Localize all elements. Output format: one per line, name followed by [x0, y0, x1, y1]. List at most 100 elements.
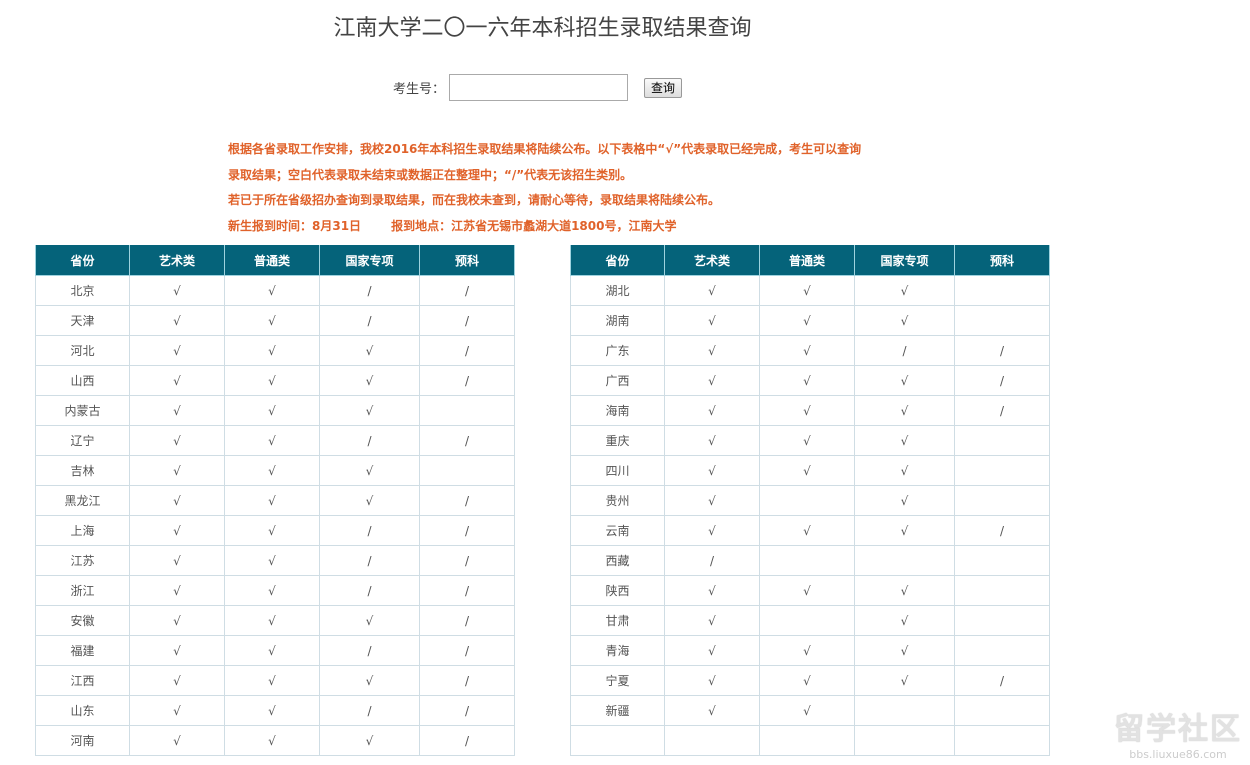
report-time: 新生报到时间：8月31日 [228, 218, 362, 233]
column-header: 国家专项 [319, 245, 420, 276]
province-cell [570, 725, 665, 756]
province-cell: 湖南 [570, 305, 665, 336]
status-cell: √ [319, 665, 420, 696]
status-cell: √ [129, 365, 225, 396]
status-cell: √ [129, 575, 225, 606]
status-cell: √ [224, 545, 320, 576]
status-cell: √ [759, 365, 855, 396]
watermark-logo: 留学社区 bbs.liuxue86.com [1114, 704, 1242, 761]
status-cell: √ [759, 305, 855, 336]
status-cell: √ [664, 335, 760, 366]
status-cell [954, 725, 1050, 756]
notice-line-2: 若已于所在省级招办查询到录取结果，而在我校未查到，请耐心等待，录取结果将陆续公布… [228, 193, 721, 207]
status-cell: √ [664, 635, 760, 666]
status-cell: / [954, 335, 1050, 366]
status-cell: / [319, 275, 420, 306]
status-cell: √ [129, 485, 225, 516]
table-row: 云南 √ √ √ / [570, 515, 1050, 546]
status-cell: / [419, 575, 515, 606]
status-cell: √ [224, 275, 320, 306]
table-row: 陕西 √ √ √ [570, 575, 1050, 606]
status-cell [954, 605, 1050, 636]
table-row: 内蒙古 √ √ √ [35, 395, 515, 426]
status-cell [419, 455, 515, 486]
status-cell: √ [224, 485, 320, 516]
status-cell [419, 395, 515, 426]
notice-line-3: 新生报到时间：8月31日 报到地点：江苏省无锡市蠡湖大道1800号，江南大学 [228, 214, 868, 240]
province-cell: 天津 [35, 305, 130, 336]
province-cell: 山西 [35, 365, 130, 396]
query-button[interactable]: 查询 [644, 77, 683, 98]
status-cell: / [319, 695, 420, 726]
status-cell [759, 485, 855, 516]
status-cell: / [419, 635, 515, 666]
table-row: 黑龙江 √ √ √ / [35, 485, 515, 516]
province-cell: 江西 [35, 665, 130, 696]
table-row: 甘肃 √ √ [570, 605, 1050, 636]
table-body: 湖北 √ √ √ 湖南 √ √ √ 广东 √ √ / / 广西 √ √ √ / 海南 √ √ √ / 重庆 √ √ √ 四川 √ √ √ 贵州… [570, 275, 1050, 756]
status-cell [664, 725, 760, 756]
province-cell: 青海 [570, 635, 665, 666]
exam-number-input[interactable] [449, 74, 629, 101]
column-header: 普通类 [759, 245, 855, 276]
status-cell: √ [319, 485, 420, 516]
status-cell: √ [664, 425, 760, 456]
status-cell: √ [854, 395, 955, 426]
status-cell: / [419, 425, 515, 456]
status-cell: √ [129, 425, 225, 456]
status-cell [954, 455, 1050, 486]
table-row: 河北 √ √ √ / [35, 335, 515, 366]
status-cell: √ [224, 695, 320, 726]
status-cell: √ [664, 605, 760, 636]
status-cell [759, 605, 855, 636]
watermark-url: bbs.liuxue86.com [1129, 748, 1227, 761]
status-cell: √ [664, 395, 760, 426]
status-cell: √ [224, 335, 320, 366]
status-cell: √ [664, 365, 760, 396]
table-row: 广东 √ √ / / [570, 335, 1050, 366]
status-cell: √ [664, 665, 760, 696]
status-cell [954, 425, 1050, 456]
status-cell: √ [319, 365, 420, 396]
province-cell: 海南 [570, 395, 665, 426]
status-cell: / [854, 335, 955, 366]
province-cell: 云南 [570, 515, 665, 546]
column-header: 省份 [570, 245, 665, 276]
status-cell: √ [664, 575, 760, 606]
status-cell: / [419, 515, 515, 546]
table-row: 新疆 √ √ [570, 695, 1050, 726]
province-cell: 湖北 [570, 275, 665, 306]
status-cell [954, 575, 1050, 606]
status-cell: / [419, 725, 515, 756]
province-cell: 福建 [35, 635, 130, 666]
status-cell: √ [854, 575, 955, 606]
status-cell: √ [129, 515, 225, 546]
status-cell: √ [224, 725, 320, 756]
status-cell: √ [759, 695, 855, 726]
province-cell: 北京 [35, 275, 130, 306]
status-cell: √ [129, 665, 225, 696]
status-cell: √ [759, 665, 855, 696]
status-cell: √ [759, 515, 855, 546]
table-row: 安徽 √ √ √ / [35, 605, 515, 636]
status-cell: √ [129, 455, 225, 486]
table-row: 西藏 / [570, 545, 1050, 576]
status-cell [759, 545, 855, 576]
status-cell: √ [854, 305, 955, 336]
status-cell: √ [129, 395, 225, 426]
province-cell: 河南 [35, 725, 130, 756]
search-form: 考生号： 查询 [393, 74, 683, 101]
status-cell: / [319, 515, 420, 546]
table-row: 北京 √ √ / / [35, 275, 515, 306]
status-cell: √ [129, 545, 225, 576]
table-row: 河南 √ √ √ / [35, 725, 515, 756]
status-cell: √ [129, 605, 225, 636]
province-cell: 新疆 [570, 695, 665, 726]
status-cell: / [419, 485, 515, 516]
status-cell: / [419, 665, 515, 696]
status-cell: √ [224, 665, 320, 696]
status-cell [854, 725, 955, 756]
province-cell: 宁夏 [570, 665, 665, 696]
status-cell: √ [224, 365, 320, 396]
status-cell: √ [759, 635, 855, 666]
